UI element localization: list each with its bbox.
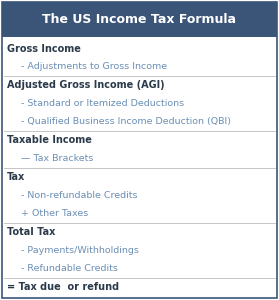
Text: - Qualified Business Income Deduction (QBI): - Qualified Business Income Deduction (Q… xyxy=(21,118,231,127)
Text: - Payments/Withholdings: - Payments/Withholdings xyxy=(21,246,139,255)
Text: - Standard or Itemized Deductions: - Standard or Itemized Deductions xyxy=(21,99,184,108)
Text: - Non-refundable Credits: - Non-refundable Credits xyxy=(21,191,138,200)
Text: — Tax Brackets: — Tax Brackets xyxy=(21,154,93,163)
Text: - Adjustments to Gross Income: - Adjustments to Gross Income xyxy=(21,62,167,71)
Text: The US Income Tax Formula: The US Income Tax Formula xyxy=(42,13,237,26)
Text: + Other Taxes: + Other Taxes xyxy=(21,209,88,218)
Text: - Refundable Credits: - Refundable Credits xyxy=(21,264,118,273)
Text: Taxable Income: Taxable Income xyxy=(7,135,92,145)
Text: = Tax due  or refund: = Tax due or refund xyxy=(7,282,119,292)
Text: Adjusted Gross Income (AGI): Adjusted Gross Income (AGI) xyxy=(7,80,165,90)
Text: Total Tax: Total Tax xyxy=(7,227,55,237)
Bar xyxy=(2,2,277,37)
Text: Tax: Tax xyxy=(7,172,25,182)
Text: Gross Income: Gross Income xyxy=(7,44,81,53)
